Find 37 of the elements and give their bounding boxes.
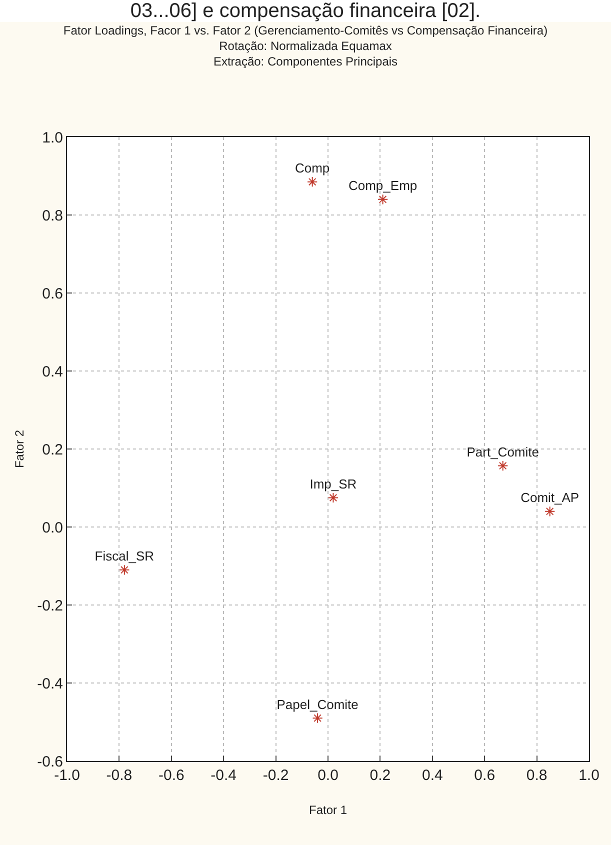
point <box>544 506 556 517</box>
y-tick-label: 0.4 <box>42 363 63 380</box>
point <box>119 564 130 576</box>
series-label: Fiscal_SR <box>94 548 154 564</box>
point <box>328 492 339 504</box>
series-label: Imp_SR <box>310 476 357 492</box>
y-tick-label: 0.2 <box>42 441 63 458</box>
point <box>307 176 318 188</box>
y-tick-label: -0.2 <box>37 597 63 614</box>
x-tick-label: 0.4 <box>422 767 443 784</box>
y-tick-label: 0.6 <box>42 285 63 302</box>
point <box>378 194 388 205</box>
y-axis-title: Fator 2 <box>12 430 26 468</box>
chart-subtitle: Rotação: Normalizada Equamax Extração: Componentes Principais <box>213 38 398 69</box>
point <box>498 460 508 472</box>
x-tick-label: 0.8 <box>526 767 548 784</box>
y-tick-label: 0.0 <box>42 519 63 536</box>
series-label: Comit_AP <box>520 490 580 506</box>
series-label: Comp_Emp <box>348 178 418 194</box>
x-tick-label: -0.4 <box>210 767 237 784</box>
x-tick-label: 0.2 <box>370 767 391 784</box>
y-tick-label: -0.4 <box>37 675 63 692</box>
x-tick-label: 0.6 <box>474 767 496 784</box>
x-tick-label: 1.0 <box>578 767 600 784</box>
y-tick-label: 0.8 <box>42 207 63 224</box>
x-tick-label: -0.6 <box>158 767 184 784</box>
x-tick-label: -0.8 <box>106 767 132 784</box>
x-tick-label: 0.0 <box>318 767 338 784</box>
y-tick-label: 1.0 <box>42 129 63 146</box>
series-label: Part_Comite <box>466 444 539 460</box>
text: 03...06] e compensação financeira [02]. <box>129 0 482 22</box>
series-label: Papel_Comite <box>276 696 358 712</box>
point <box>312 712 323 724</box>
x-tick-label: -0.2 <box>262 767 289 784</box>
chart-title: Fator Loadings, Facor 1 vs. Fator 2 (Gerenciamento-Comitês vs Compensação Financeira) <box>63 23 548 38</box>
x-axis-title: Fator 1 <box>308 802 348 817</box>
series-label: Comp <box>294 160 330 176</box>
